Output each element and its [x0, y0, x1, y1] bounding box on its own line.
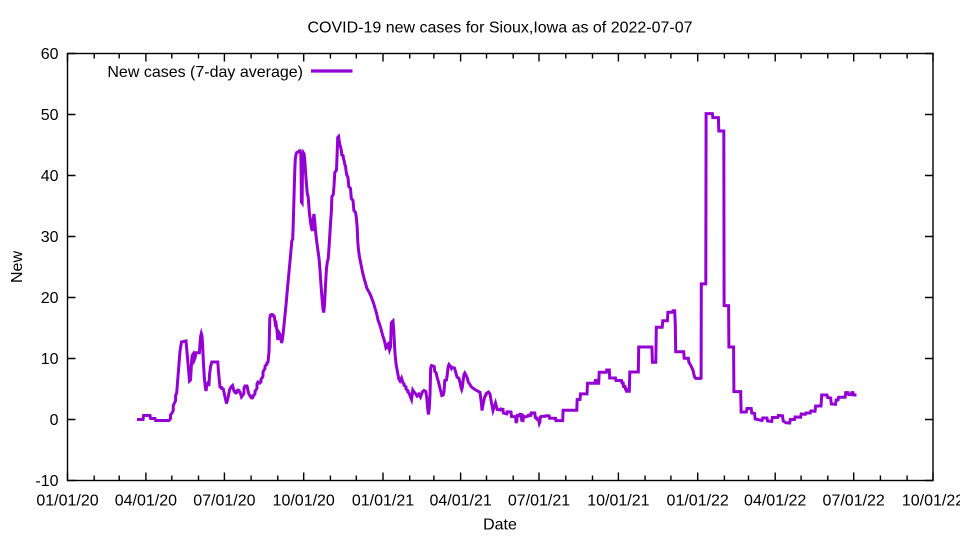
svg-text:50: 50 [41, 107, 59, 124]
svg-text:30: 30 [41, 229, 59, 246]
svg-text:07/01/22: 07/01/22 [823, 493, 885, 510]
svg-text:60: 60 [41, 46, 59, 63]
svg-text:04/01/20: 04/01/20 [115, 493, 177, 510]
svg-text:04/01/21: 04/01/21 [429, 493, 491, 510]
svg-text:New: New [9, 251, 26, 283]
svg-text:10: 10 [41, 351, 59, 368]
svg-text:40: 40 [41, 168, 59, 185]
svg-text:04/01/22: 04/01/22 [744, 493, 806, 510]
svg-text:01/01/22: 01/01/22 [667, 493, 729, 510]
svg-text:-10: -10 [35, 473, 58, 490]
svg-text:20: 20 [41, 290, 59, 307]
svg-text:01/01/21: 01/01/21 [352, 493, 414, 510]
svg-text:07/01/21: 07/01/21 [508, 493, 570, 510]
svg-text:10/01/20: 10/01/20 [273, 493, 335, 510]
svg-text:10/01/21: 10/01/21 [587, 493, 649, 510]
svg-text:01/01/20: 01/01/20 [36, 493, 98, 510]
svg-text:07/01/20: 07/01/20 [193, 493, 255, 510]
svg-text:Date: Date [483, 517, 517, 534]
svg-text:COVID-19 new cases for Sioux,I: COVID-19 new cases for Sioux,Iowa as of … [307, 20, 692, 37]
svg-text:0: 0 [50, 412, 59, 429]
svg-text:New cases (7-day average): New cases (7-day average) [107, 64, 303, 81]
svg-text:10/01/22: 10/01/22 [902, 493, 960, 510]
